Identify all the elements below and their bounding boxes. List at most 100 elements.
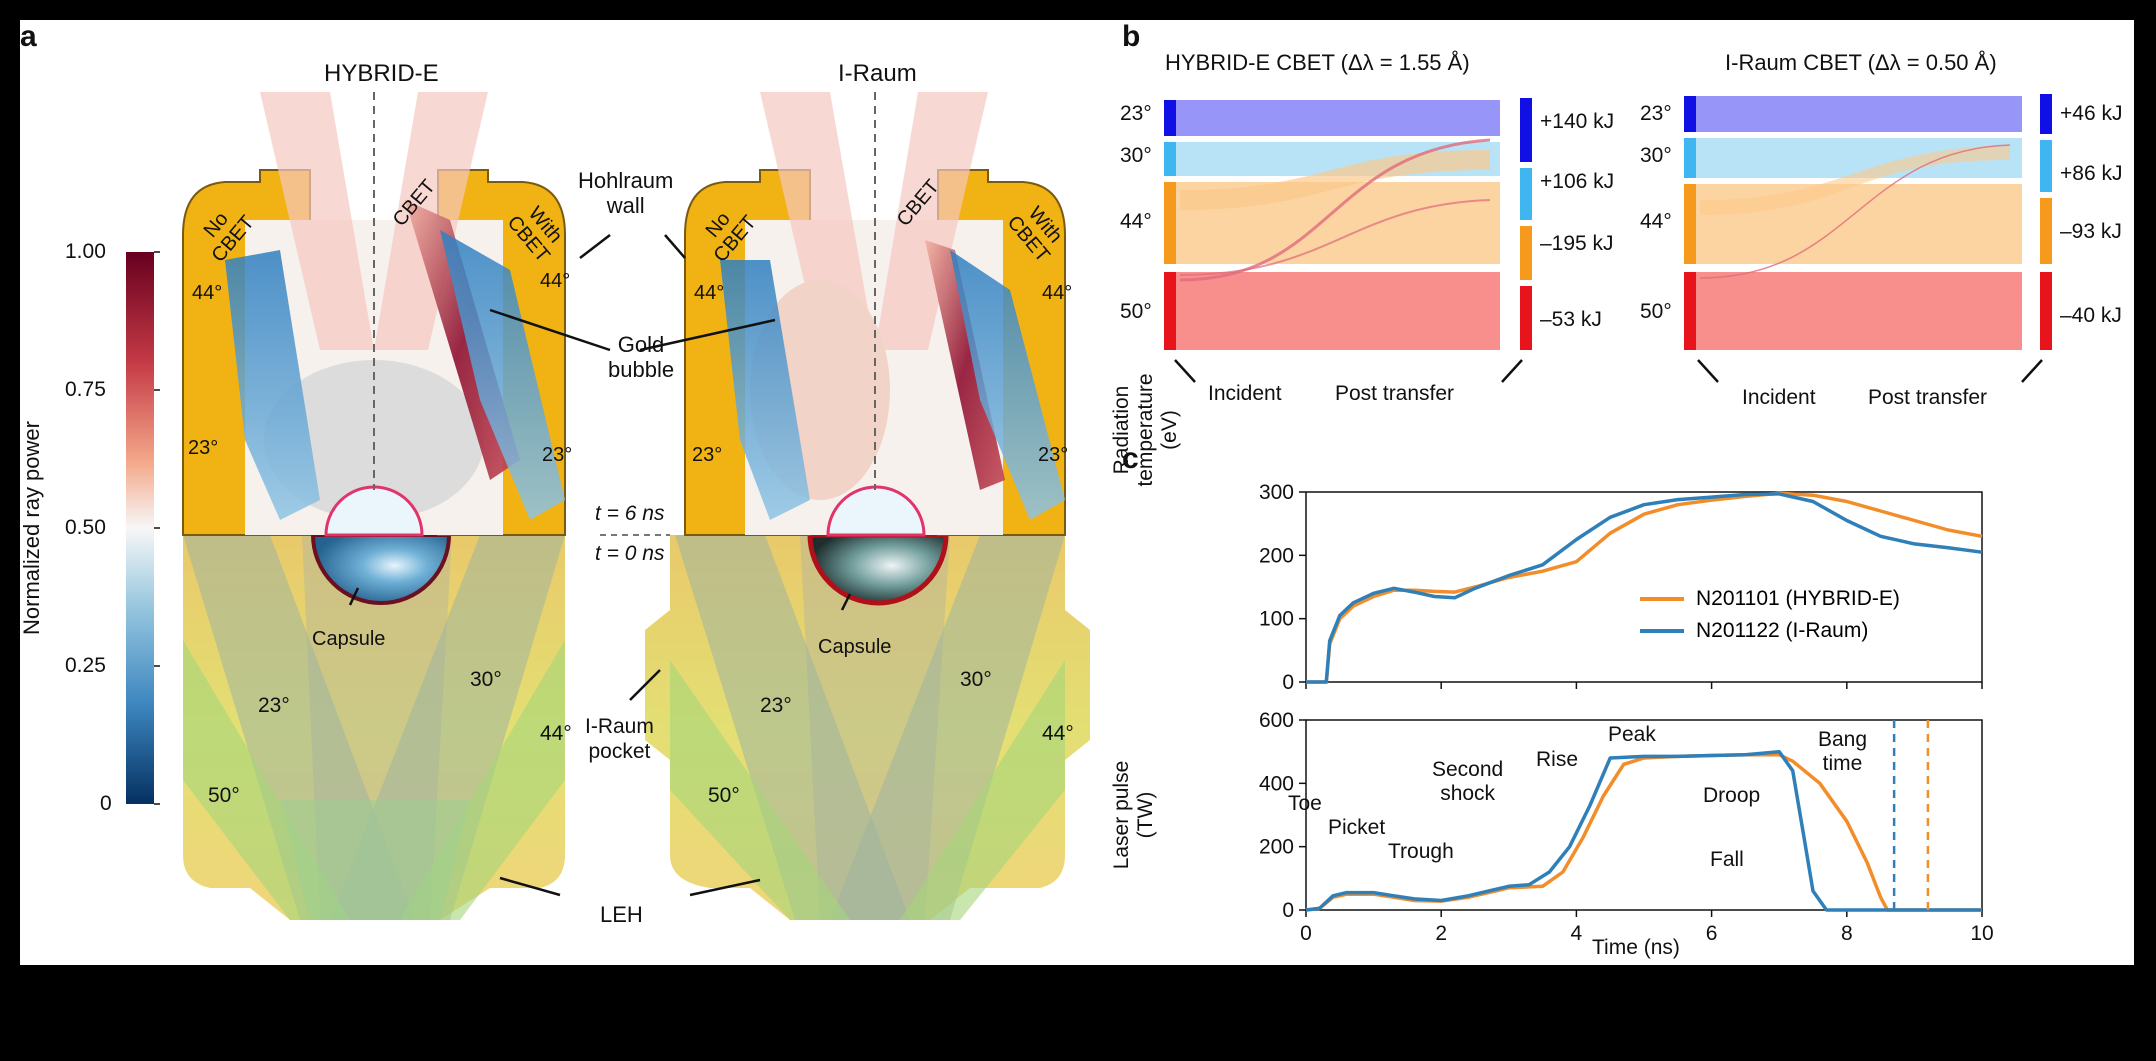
sankey-iraum-bar-r-50: [2040, 272, 2052, 350]
chart-bottom-series-0: [1305, 753, 1982, 912]
t6-label: t = 6 ns: [595, 502, 665, 525]
chart-top-ylabel: Radiation temperature (eV): [1110, 355, 1182, 505]
chart-bottom-ylabel-text: Laser pulse (TW): [1110, 760, 1157, 870]
right-blue-beam-l: [720, 260, 810, 520]
sankey-hybrid-bar-r-23: [1520, 98, 1532, 162]
left-capsule-upper: [324, 485, 424, 537]
right-beam-44-label: 44°: [1042, 722, 1074, 745]
panel-letter-c: c: [1122, 442, 1139, 475]
chart-top-ytick-label: 100: [1259, 608, 1294, 631]
sankey-hybrid: [1164, 98, 1532, 350]
right-beam-50-label: 50°: [708, 784, 740, 807]
chart-top-ytick-label: 200: [1259, 544, 1294, 567]
sankey-iraum-bar-l-23: [1684, 96, 1696, 132]
annot-second: Second: [1432, 758, 1504, 781]
chart-bottom-ytick-label: 400: [1259, 772, 1294, 795]
sankey-hybrid-transfer-2: [1179, 138, 1491, 282]
chart-bottom-xtick-label: 0: [1300, 922, 1312, 945]
t0-label: t = 0 ns: [595, 542, 665, 565]
annot-peak: Peak: [1608, 723, 1656, 746]
sankey-hybrid-angle-50: 50°: [1120, 300, 1152, 323]
annot-time: time: [1822, 752, 1863, 775]
iraum-pocket-line1: I-Raum: [585, 715, 654, 738]
right-angle-44-l: 44°: [694, 282, 725, 304]
left-gold-bubble-shadow: [264, 360, 484, 520]
gold-bubble-line2: bubble: [608, 357, 675, 382]
sankey-hybrid-angle-30: 30°: [1120, 144, 1152, 167]
sankey-hybrid-bar-l-44: [1164, 182, 1176, 264]
right-beam-44-r: [900, 660, 1065, 920]
sankey-iraum-flow-50: [1690, 272, 2022, 350]
annot-rise: Rise: [1536, 748, 1579, 771]
chart-bottom-xtick-label: 10: [1970, 922, 1993, 945]
right-incoming-beams-r: [875, 92, 988, 350]
chart-top-ylabel-text: Radiation temperature (eV): [1110, 373, 1181, 487]
sankey-hybrid-bar-l-23: [1164, 100, 1176, 136]
left-beam-30-label: 30°: [470, 668, 502, 691]
chart-legend: N201101 (HYBRID-E) N201122 (I-Raum): [1640, 587, 1900, 643]
sankey-hybrid-angle-44: 44°: [1120, 210, 1152, 233]
colorbar-tick-100: 1.00: [65, 240, 106, 263]
hohlraum-wall-line2: wall: [606, 193, 645, 218]
colorbar: [126, 252, 154, 804]
sankey-hybrid-bar-r-50: [1520, 286, 1532, 350]
left-angle-44-r: 44°: [540, 270, 571, 292]
chart-top-ytick-label: 300: [1259, 481, 1294, 504]
annot-trough: Trough: [1388, 840, 1454, 863]
iraum-pocket-label: I-Raum pocket: [585, 714, 654, 764]
sankey-hybrid-transfer-30: +106 kJ: [1540, 170, 1615, 193]
right-capsule-lower: [807, 532, 949, 606]
legend-item-hybrid: N201101 (HYBRID-E): [1640, 587, 1900, 611]
sankey-hybrid-flow-23: [1170, 100, 1500, 136]
colorbar-label: Normalized ray power: [20, 421, 44, 635]
sankey-iraum-transfer-44: –93 kJ: [2060, 220, 2122, 243]
sankey-iraum-post: Post transfer: [1868, 386, 1988, 409]
right-beam-44-l: [670, 660, 850, 920]
chart-bottom-xtick-label: 6: [1706, 922, 1718, 945]
sankey-hybrid-transfer-3: [1179, 199, 1491, 276]
right-capsule-upper: [826, 485, 926, 537]
chart-bottom-ytick-label: 0: [1282, 899, 1294, 922]
chart-radiation-temperature: 0 100 200 300: [1259, 481, 1983, 694]
chart-bottom-series-1: [1305, 749, 1982, 912]
annot-picket: Picket: [1328, 816, 1386, 839]
right-incoming-beams: [760, 92, 875, 350]
gold-bubble-line1: Gold: [617, 332, 665, 357]
colorbar-tick-075: 0.75: [65, 378, 106, 401]
sankey-iraum-bar-l-30: [1684, 138, 1696, 178]
left-capsule-label: Capsule: [312, 628, 386, 650]
sankey-iraum-transfer-50: –40 kJ: [2060, 304, 2122, 327]
annot-shock: shock: [1440, 782, 1496, 805]
sankey-hybrid-transfer-50: –53 kJ: [1540, 308, 1602, 331]
sankey-iraum-angle-23: 23°: [1640, 102, 1672, 125]
annot-droop: Droop: [1703, 784, 1761, 807]
sankey-hybrid-bar-l-30: [1164, 142, 1176, 176]
sankey-hybrid-bar-r-44: [1520, 226, 1532, 280]
iraum-pocket-line2: pocket: [588, 740, 651, 763]
panel-c-charts: 0 100 200 300 0 200 400 600 0 2 4 6 8 10: [1259, 481, 1994, 945]
panel-b-sankeys: [1164, 94, 2052, 383]
right-capsule-label: Capsule: [818, 636, 892, 658]
chart-bottom-xtick-label: 2: [1435, 922, 1447, 945]
sankey-hybrid-title: HYBRID-E CBET (Δλ = 1.55 Å): [1165, 50, 1470, 75]
sankey-iraum-angle-30: 30°: [1640, 144, 1672, 167]
right-blue-beam-r: [950, 250, 1065, 520]
left-capsule-lower: [310, 533, 452, 605]
hohlraum-wall-line1: Hohlraum: [578, 168, 674, 193]
sankey-hybrid-bar-r-30: [1520, 168, 1532, 220]
sankey-iraum-bar-r-30: [2040, 140, 2052, 192]
colorbar-tick-050: 0.50: [65, 516, 106, 539]
legend-swatch-hybrid: [1640, 597, 1684, 601]
colorbar-tick-0: 0: [100, 792, 112, 815]
left-angle-23-r: 23°: [542, 444, 573, 466]
sankey-iraum-flow-44: [1690, 184, 2022, 264]
annot-bang-time: Bang time: [1818, 728, 1867, 776]
sankey-iraum-transfer-2: [1699, 144, 2011, 279]
right-angle-44-r: 44°: [1042, 282, 1073, 304]
colorbar-ticks: [154, 251, 160, 805]
sankey-iraum-bar-r-44: [2040, 198, 2052, 264]
left-incoming-beams: [260, 92, 374, 350]
sankey-iraum-transfer-1: [1700, 145, 2010, 215]
panel-a-illustration: [126, 92, 1090, 920]
chart-bottom-xtick-label: 4: [1571, 922, 1583, 945]
